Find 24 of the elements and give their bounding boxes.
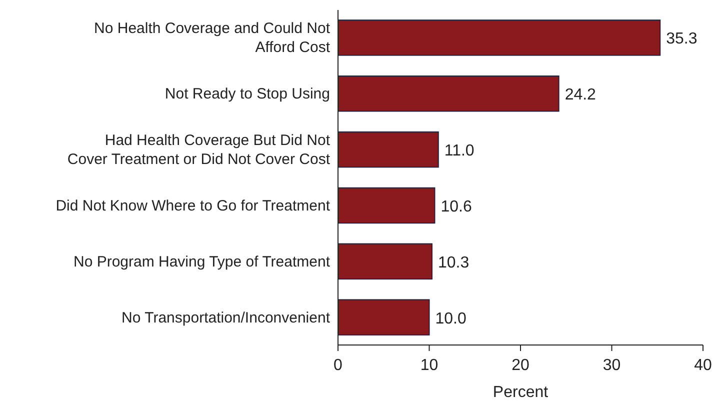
data-label: 35.3 (666, 30, 698, 48)
data-label: 10.6 (440, 198, 472, 216)
x-tick-label: 20 (512, 357, 530, 374)
x-tick-label: 0 (334, 357, 343, 374)
data-label: 11.0 (444, 142, 474, 160)
data-label: 10.3 (438, 254, 470, 272)
x-tick-label: 10 (420, 357, 438, 374)
bar (338, 131, 439, 168)
y-tick-label: No Transportation/Inconvenient (122, 309, 331, 326)
y-tick-label: No Program Having Type of Treatment (73, 253, 331, 270)
y-tick-label: No Health Coverage and Could Not Afford Cost (94, 20, 331, 56)
y-tick-label: Not Ready to Stop Using (164, 86, 330, 103)
bar (338, 299, 430, 336)
data-label: 24.2 (564, 86, 596, 104)
x-axis-title: Percent (492, 384, 549, 401)
bar (338, 75, 560, 112)
bar (338, 20, 661, 56)
x-tick-label: 30 (602, 357, 621, 374)
x-tick-label: 40 (694, 357, 712, 374)
y-tick-label: Had Health Coverage But Did Not Cover Treatment or Did Not Cover Cost (67, 132, 331, 168)
data-label: 10.0 (435, 310, 466, 328)
bar (338, 187, 436, 224)
y-tick-label: Did Not Know Where to Go for Treatment (56, 197, 331, 214)
bar (338, 243, 432, 280)
